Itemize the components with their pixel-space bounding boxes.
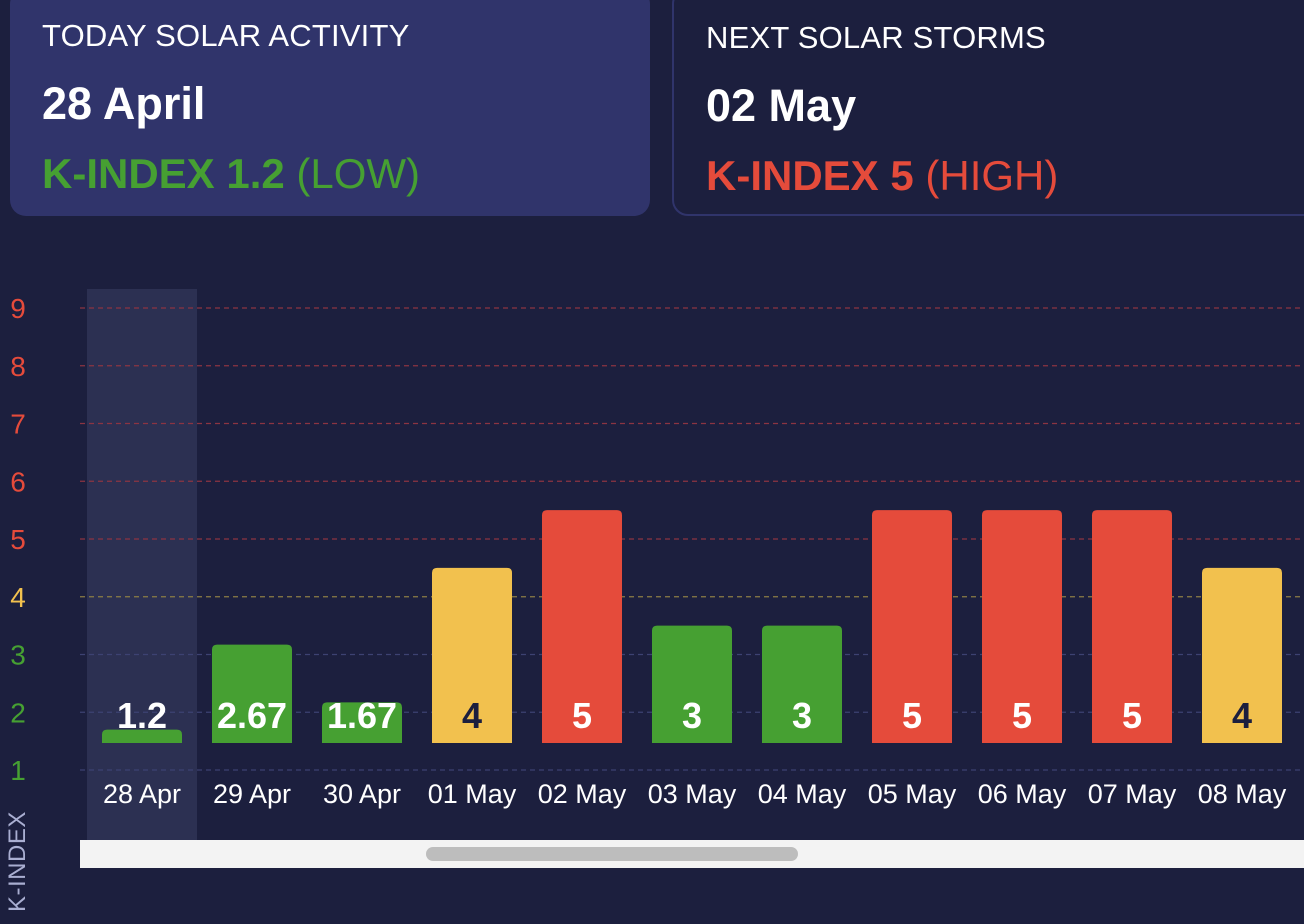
y-tick-label-9: 9 [10,293,26,324]
next-card-date: 02 May [706,80,857,131]
chart-horizontal-scrollbar[interactable] [80,840,1304,868]
bar-value-label: 5 [1012,695,1032,736]
bar-value-label: 3 [682,695,702,736]
x-tick-label: 01 May [428,779,517,809]
bar-value-label: 5 [902,695,922,736]
today-card-date: 28 April [42,78,206,129]
y-axis-title: K-INDEX [4,811,31,912]
bar-08-may [1202,567,1282,743]
y-tick-label-3: 3 [10,640,26,671]
y-tick-label-7: 7 [10,409,26,440]
bar-04-may [762,625,842,743]
today-card-heading: TODAY SOLAR ACTIVITY [42,18,410,53]
today-highlight-column [87,289,197,840]
bar-28-apr [102,729,182,743]
x-tick-label: 05 May [868,779,957,809]
today-solar-activity-card: TODAY SOLAR ACTIVITY 28 April K-INDEX 1.… [10,0,650,216]
scrollbar-thumb[interactable] [426,847,798,861]
x-tick-label: 03 May [648,779,737,809]
bar-value-label: 4 [462,695,482,736]
today-k-index-value: K-INDEX 1.2 [42,150,285,197]
today-k-index-level: (LOW) [296,150,421,197]
next-card-heading: NEXT SOLAR STORMS [706,20,1046,55]
x-tick-label: 30 Apr [323,779,401,809]
y-tick-label-5: 5 [10,524,26,555]
bar-30-apr [322,702,402,743]
x-tick-label: 28 Apr [103,779,181,809]
x-tick-label: 04 May [758,779,847,809]
x-tick-label: 02 May [538,779,627,809]
bar-value-label: 5 [572,695,592,736]
y-tick-label-8: 8 [10,351,26,382]
k-index-bar-chart: 1 2 3 4 5 6 7 8 9 1.2 28 Apr 2.67 29 Apr 1.67 30 Apr 4 0… [10,289,1304,840]
next-solar-storms-card: NEXT SOLAR STORMS 02 May K-INDEX 5 (HIGH… [672,0,1304,216]
bar-05-may [872,510,952,743]
bar-value-label: 1.67 [327,695,397,736]
next-k-index-value: K-INDEX 5 [706,152,914,199]
y-tick-label-4: 4 [10,582,26,613]
x-tick-label: 29 Apr [213,779,291,809]
bar-value-label: 4 [1232,695,1252,736]
y-tick-label-6: 6 [10,466,26,497]
bar-01-may [432,567,512,743]
bar-value-label: 1.2 [117,695,167,736]
bar-value-label: 5 [1122,695,1142,736]
next-k-index-level: (HIGH) [925,152,1059,199]
bar-29-apr [212,644,292,743]
bar-06-may [982,510,1062,743]
bar-02-may [542,510,622,743]
today-k-index: K-INDEX 1.2 (LOW) [42,150,618,198]
bar-03-may [652,625,732,743]
y-tick-label-1: 1 [10,755,26,786]
bar-value-label: 2.67 [217,695,287,736]
next-k-index: K-INDEX 5 (HIGH) [706,152,1298,200]
y-tick-label-2: 2 [10,697,26,728]
bar-07-may [1092,510,1172,743]
x-tick-label: 07 May [1088,779,1177,809]
bar-value-label: 3 [792,695,812,736]
x-tick-label: 06 May [978,779,1067,809]
x-tick-label: 08 May [1198,779,1287,809]
